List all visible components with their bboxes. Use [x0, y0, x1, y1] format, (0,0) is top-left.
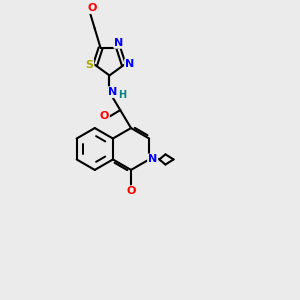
Text: H: H	[118, 90, 127, 100]
Text: N: N	[114, 38, 124, 48]
Text: N: N	[108, 87, 118, 97]
Text: N: N	[148, 154, 157, 164]
Text: S: S	[85, 60, 93, 70]
Text: O: O	[88, 3, 97, 13]
Text: O: O	[126, 186, 136, 196]
Text: N: N	[125, 59, 134, 69]
Text: O: O	[100, 111, 109, 121]
